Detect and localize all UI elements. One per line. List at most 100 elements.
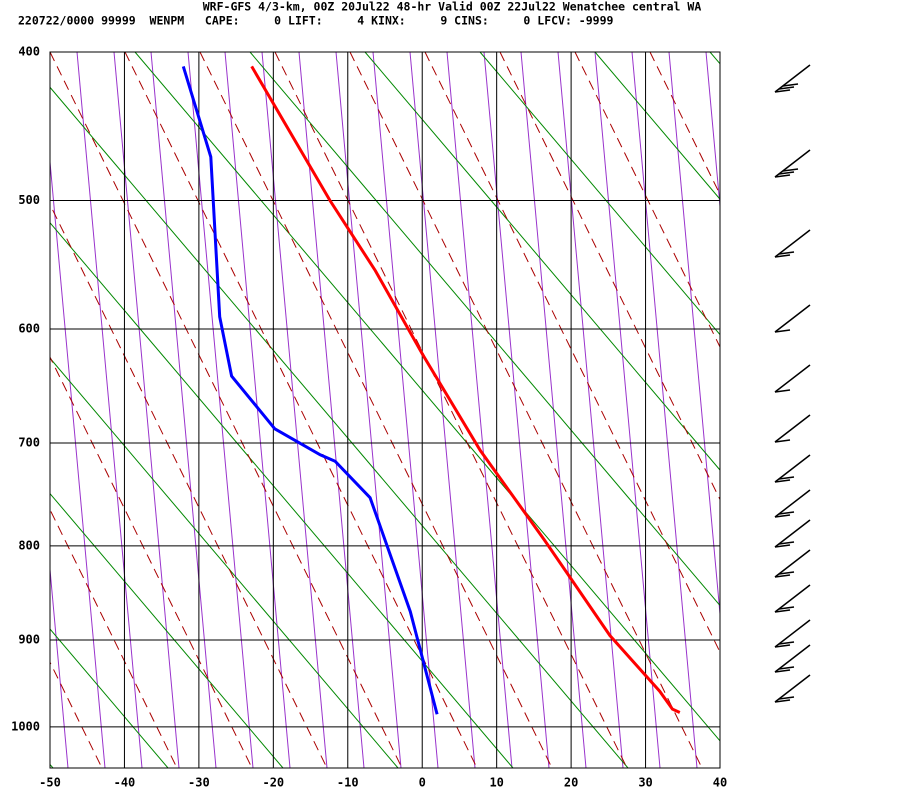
isotherm <box>298 52 365 768</box>
background-lines <box>0 52 900 768</box>
barb-flag <box>778 476 795 480</box>
plot-frame <box>49 51 721 769</box>
barb-flag <box>774 389 791 393</box>
barb-staff <box>774 489 811 518</box>
isotherm <box>446 52 513 768</box>
barb-flag <box>774 644 791 648</box>
isotherm <box>50 156 106 768</box>
moist-adiabat <box>274 52 628 768</box>
moist-adiabat <box>50 508 178 768</box>
moist-adiabat <box>349 52 703 768</box>
isotherm <box>891 52 900 768</box>
dry-adiabat <box>50 628 169 768</box>
barb-flag <box>778 606 795 610</box>
x-tick-label: -40 <box>114 776 136 790</box>
isotherm <box>150 52 217 768</box>
y-tick-label: 600 <box>18 321 40 335</box>
barb-flag <box>778 511 795 515</box>
dry-adiabat <box>50 492 284 768</box>
barb-staff <box>774 549 811 578</box>
chart-subtitle: 220722/0000 99999 WENPM CAPE: 0 LIFT: 4 … <box>18 14 614 28</box>
moist-adiabat <box>574 52 720 349</box>
moist-adiabat <box>725 52 900 768</box>
barb-flag <box>778 86 795 90</box>
y-tick-label: 400 <box>18 45 40 59</box>
x-tick-label: -50 <box>39 776 61 790</box>
moist-adiabat <box>50 52 403 768</box>
moist-adiabat <box>875 52 900 768</box>
barb-flag <box>774 479 791 483</box>
barb-flag <box>774 699 791 703</box>
moist-adiabat <box>424 52 720 654</box>
isotherm <box>631 52 698 768</box>
barb-flag <box>774 544 791 548</box>
dry-adiabat <box>50 763 54 768</box>
barb-staff <box>774 619 811 648</box>
y-tick-label: 500 <box>18 193 40 207</box>
moist-adiabat <box>499 52 720 501</box>
barb-flag <box>778 571 795 575</box>
moist-adiabat <box>0 52 27 768</box>
dry-adiabat <box>825 52 900 768</box>
dry-adiabat <box>249 52 720 607</box>
barb-flag <box>782 168 799 172</box>
wind-barbs <box>774 64 811 703</box>
dry-adiabat <box>50 221 514 768</box>
barb-staff <box>774 584 811 613</box>
barb-flag <box>778 666 795 670</box>
isotherm <box>594 52 661 768</box>
barb-staff <box>774 149 811 178</box>
isotherm <box>335 52 402 768</box>
x-tick-label: 40 <box>713 776 727 790</box>
x-tick-label: 10 <box>489 776 503 790</box>
barb-flag <box>778 251 795 255</box>
barb-staff <box>774 414 811 443</box>
profile-line <box>250 65 681 714</box>
profile-line <box>181 65 439 715</box>
x-tick-label: -10 <box>337 776 359 790</box>
isotherm <box>817 52 882 768</box>
y-tick-label: 900 <box>18 632 40 646</box>
barb-staff <box>774 304 811 333</box>
barb-flag <box>774 89 791 93</box>
dry-adiabat <box>594 52 720 200</box>
x-tick-label: 20 <box>564 776 578 790</box>
barb-flag <box>774 174 791 178</box>
barb-flag <box>778 541 795 545</box>
barb-staff <box>774 364 811 393</box>
isotherm <box>483 52 550 768</box>
x-tick-label: 0 <box>419 776 426 790</box>
dry-adiabat <box>479 52 720 336</box>
moist-adiabat <box>199 52 553 768</box>
x-tick-label: -30 <box>188 776 210 790</box>
isotherm <box>372 52 439 768</box>
barb-flag <box>774 669 791 673</box>
dry-adiabat <box>709 52 720 65</box>
isotherm <box>261 52 328 768</box>
barb-flag <box>774 609 791 613</box>
isotherm <box>668 52 720 620</box>
barb-flag <box>778 171 795 175</box>
moist-adiabat <box>800 52 900 768</box>
isotherm <box>76 52 143 768</box>
moist-adiabat <box>649 52 720 196</box>
barb-flag <box>774 329 791 333</box>
dry-adiabat <box>134 52 720 742</box>
barb-flag <box>778 696 795 700</box>
dry-adiabat <box>364 52 720 471</box>
barb-staff <box>774 64 811 93</box>
y-tick-label: 700 <box>18 435 40 449</box>
isotherm <box>854 52 900 768</box>
barb-flag <box>778 641 795 645</box>
isotherm <box>0 52 31 768</box>
moist-adiabat <box>50 203 328 768</box>
isotherm <box>409 52 476 768</box>
barb-staff <box>774 674 811 703</box>
moist-adiabat <box>124 52 478 768</box>
barb-staff <box>774 454 811 483</box>
barb-staff <box>774 644 811 673</box>
isotherm <box>557 52 624 768</box>
y-tick-label: 800 <box>18 538 40 552</box>
x-tick-label: 30 <box>638 776 652 790</box>
